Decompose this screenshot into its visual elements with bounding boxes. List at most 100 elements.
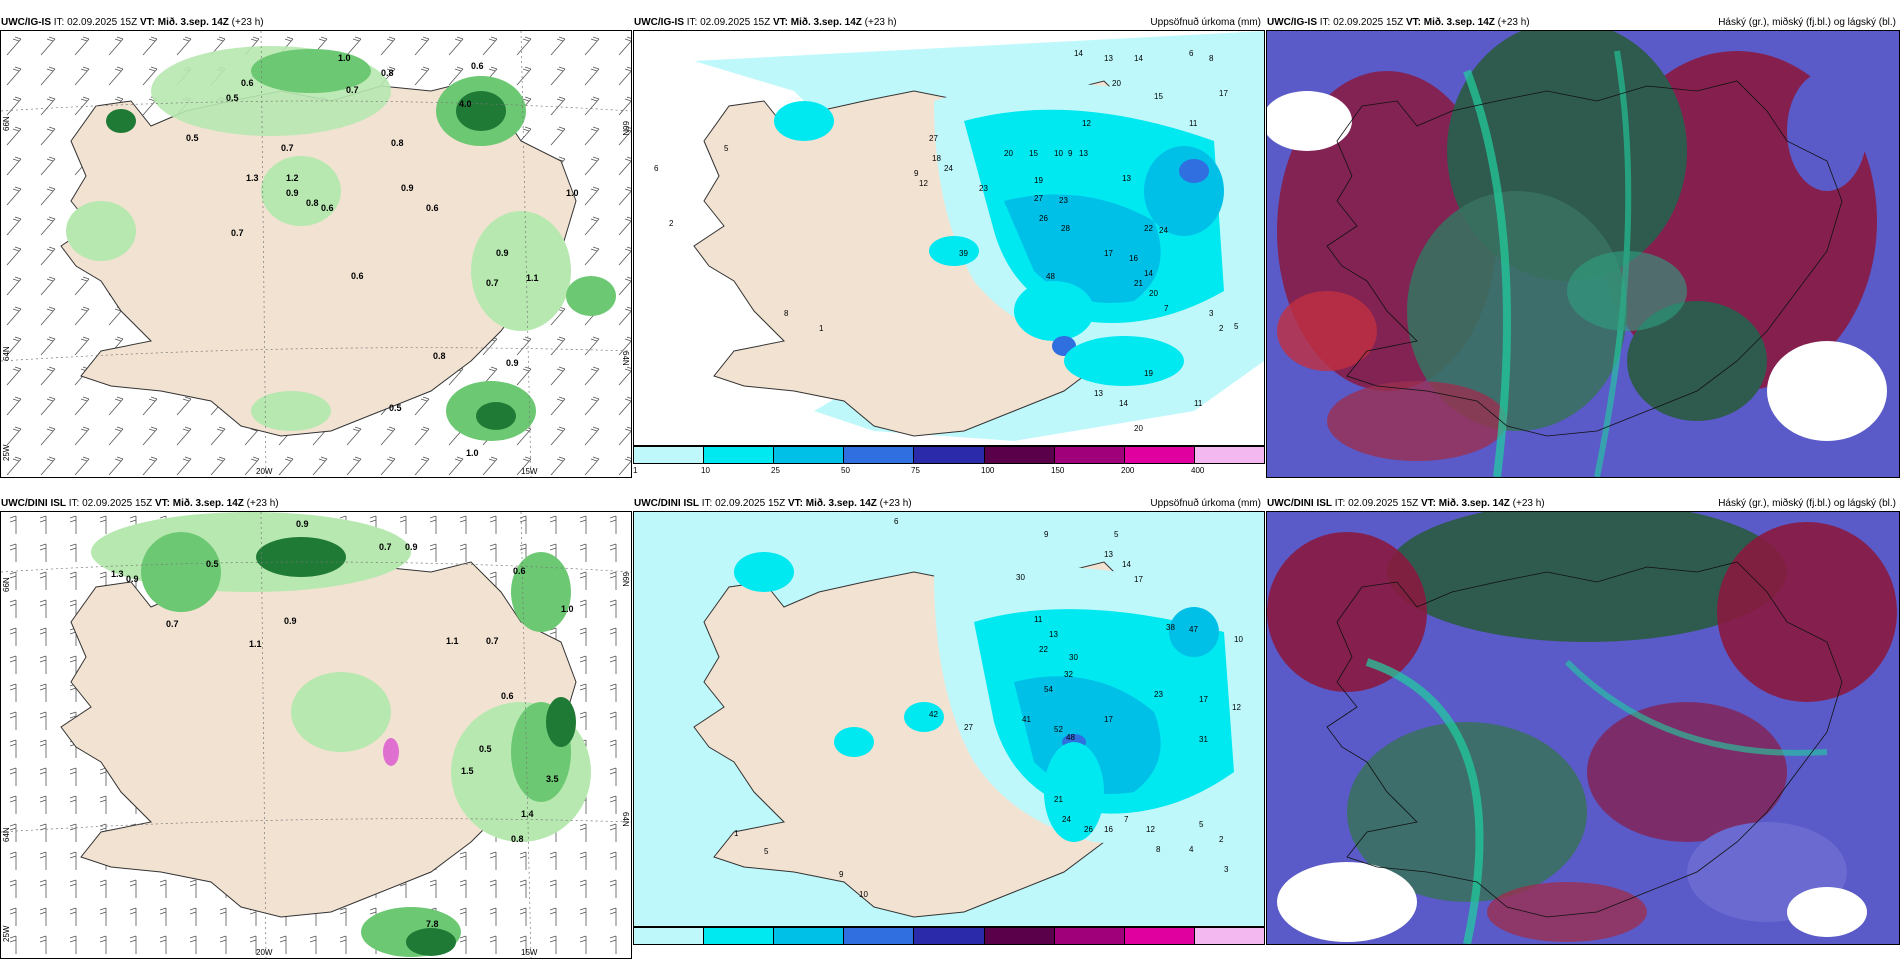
svg-text:1.5: 1.5 [461, 766, 474, 776]
svg-text:7: 7 [1164, 304, 1169, 313]
cb-tick: 50 [841, 466, 850, 475]
map-frame [1266, 30, 1900, 478]
precip-value-labels: 0.9 0.5 1.3 0.9 0.7 1.1 0.9 0.7 0.9 0.6 … [111, 519, 574, 929]
svg-text:0.6: 0.6 [471, 61, 484, 71]
svg-text:11: 11 [1189, 119, 1198, 128]
panel-variable-title: Háský (gr.), miðský (fj.bl.) og lágský (… [1718, 498, 1896, 509]
svg-text:5: 5 [1234, 322, 1239, 331]
panel-variable-title: Uppsöfnuð úrkoma (mm) [1150, 498, 1261, 509]
svg-text:0.7: 0.7 [166, 619, 179, 629]
svg-text:1: 1 [819, 324, 824, 333]
svg-text:0.6: 0.6 [426, 203, 439, 213]
svg-text:22: 22 [1039, 645, 1048, 654]
svg-text:0.9: 0.9 [405, 542, 418, 552]
svg-text:9: 9 [1044, 530, 1049, 539]
svg-text:7: 7 [1124, 815, 1129, 824]
panel-variable-title: Uppsöfnuð úrkoma (mm) [1150, 17, 1261, 28]
svg-text:15: 15 [1154, 92, 1163, 101]
cb-seg-6 [984, 928, 1055, 944]
svg-text:13: 13 [1094, 389, 1103, 398]
svg-text:41: 41 [1022, 715, 1031, 724]
svg-text:4: 4 [1189, 845, 1194, 854]
svg-text:0.9: 0.9 [506, 358, 519, 368]
panel-top-left-precip-wind: UWC/IG-IS IT: 02.09.2025 15Z VT: Mið. 3.… [0, 14, 632, 478]
svg-text:0.5: 0.5 [206, 559, 219, 569]
svg-text:28: 28 [1061, 224, 1070, 233]
map-frame: 0.9 0.5 1.3 0.9 0.7 1.1 0.9 0.7 0.9 0.6 … [0, 511, 632, 959]
svg-text:12: 12 [1082, 119, 1091, 128]
svg-text:1.1: 1.1 [526, 273, 539, 283]
svg-text:14: 14 [1074, 49, 1083, 58]
lon-15-label: 15W [521, 948, 538, 957]
svg-text:26: 26 [1084, 825, 1093, 834]
svg-text:0.8: 0.8 [306, 198, 319, 208]
svg-text:0.6: 0.6 [351, 271, 364, 281]
svg-text:30: 30 [1069, 653, 1078, 662]
precip-value-labels: 0.6 0.8 1.0 0.6 0.5 0.7 0.5 0.8 0.7 4.0 … [186, 53, 579, 458]
lon-25-label: 25W [2, 925, 11, 942]
svg-text:0.9: 0.9 [296, 519, 309, 529]
svg-text:17: 17 [1199, 695, 1208, 704]
panel-top-right-cloud: UWC/IG-IS IT: 02.09.2025 15Z VT: Mið. 3.… [1266, 14, 1900, 478]
svg-text:17: 17 [1134, 575, 1143, 584]
cb-seg-7 [1054, 447, 1125, 463]
lon-20-label: 20W [256, 467, 273, 476]
svg-text:3.5: 3.5 [546, 774, 559, 784]
svg-text:7.8: 7.8 [426, 919, 439, 929]
precip-areas [66, 46, 616, 441]
svg-text:19: 19 [1034, 176, 1043, 185]
svg-text:0.6: 0.6 [501, 691, 514, 701]
panel-bottom-left-precip-wind: UWC/DINI ISL IT: 02.09.2025 15Z VT: Mið.… [0, 495, 632, 959]
svg-text:1.0: 1.0 [338, 53, 351, 63]
svg-text:14: 14 [1134, 54, 1143, 63]
cb-seg-3 [774, 928, 845, 944]
cloud-layers [1267, 31, 1887, 477]
panel-title: UWC/DINI ISL IT: 02.09.2025 15Z VT: Mið.… [634, 498, 912, 509]
svg-text:0.8: 0.8 [381, 68, 394, 78]
svg-text:8: 8 [784, 309, 789, 318]
svg-text:10: 10 [1054, 149, 1063, 158]
svg-text:13: 13 [1079, 149, 1088, 158]
lat-64-label: 64N [2, 827, 11, 842]
cb-tick: 25 [771, 466, 780, 475]
lat-66-label: 66N [2, 577, 11, 592]
svg-text:13: 13 [1104, 550, 1113, 559]
svg-text:0.7: 0.7 [231, 228, 244, 238]
svg-text:16: 16 [1104, 825, 1113, 834]
cb-seg-5 [914, 928, 985, 944]
svg-text:0.9: 0.9 [126, 574, 139, 584]
svg-text:13: 13 [1104, 54, 1113, 63]
panel-bottom-right-cloud: UWC/DINI ISL IT: 02.09.2025 15Z VT: Mið.… [1266, 495, 1900, 945]
precip-areas [91, 512, 591, 957]
accum-areas [734, 552, 1254, 844]
cb-seg-8 [1124, 447, 1195, 463]
svg-text:14: 14 [1144, 269, 1153, 278]
map-frame: 14 13 14 6 8 20 17 15 11 27 12 18 24 13 … [633, 30, 1265, 446]
svg-text:3: 3 [1209, 309, 1214, 318]
colorbar-ticks [633, 935, 1265, 945]
svg-text:2: 2 [1219, 835, 1224, 844]
iceland-outline [1326, 561, 1843, 918]
svg-text:1.0: 1.0 [566, 188, 579, 198]
svg-text:48: 48 [1066, 733, 1075, 742]
svg-text:11: 11 [1194, 399, 1203, 408]
svg-text:0.9: 0.9 [284, 616, 297, 626]
svg-text:0.8: 0.8 [511, 834, 524, 844]
lat-64-right-label: 64N [621, 351, 630, 366]
svg-text:39: 39 [959, 249, 968, 258]
cb-seg-3 [774, 447, 845, 463]
svg-text:13: 13 [1049, 630, 1058, 639]
cb-tick: 75 [911, 466, 920, 475]
svg-text:42: 42 [929, 710, 938, 719]
svg-text:10: 10 [859, 890, 868, 899]
svg-text:20: 20 [1134, 424, 1143, 433]
svg-text:6: 6 [1189, 49, 1194, 58]
svg-text:9: 9 [839, 870, 844, 879]
svg-text:21: 21 [1054, 795, 1063, 804]
svg-text:23: 23 [1154, 690, 1163, 699]
cb-seg-2 [704, 928, 775, 944]
svg-text:1.1: 1.1 [446, 636, 459, 646]
svg-text:11: 11 [1034, 615, 1043, 624]
svg-text:0.5: 0.5 [186, 133, 199, 143]
svg-text:23: 23 [1059, 196, 1068, 205]
